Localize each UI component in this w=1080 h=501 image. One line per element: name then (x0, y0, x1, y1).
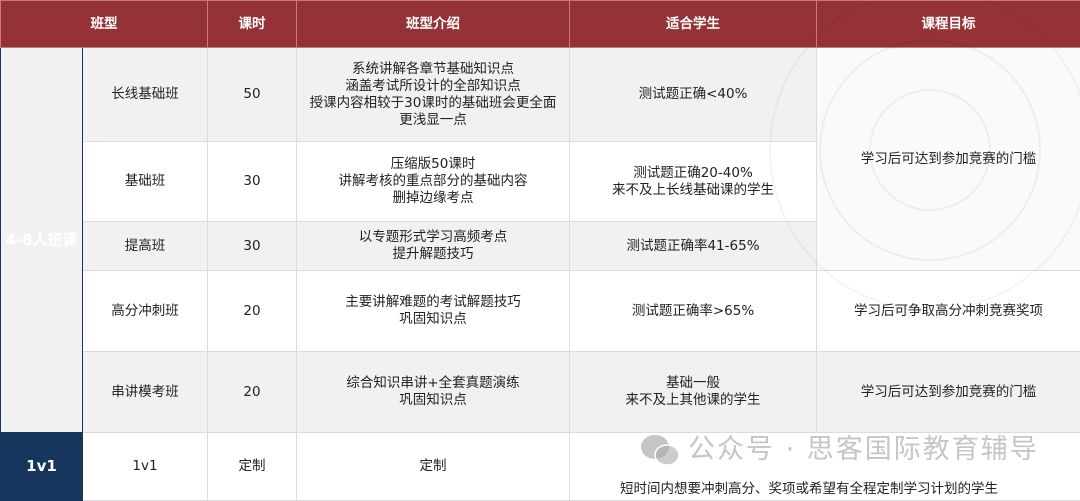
class-goal: 学习后可达到参加竞赛的门槛 (817, 48, 1080, 271)
table-row: 1v1 1v1 定制 定制 短时间内想要冲刺高分、奖项或希望有全程定制学习计划的… (1, 433, 1080, 501)
intro-line: 讲解考核的重点部分的基础内容 (299, 173, 567, 190)
class-intro: 压缩版50课时讲解考核的重点部分的基础内容删掉边缘考点 (297, 142, 570, 222)
intro-line: 巩固知识点 (299, 311, 567, 328)
header-suitable: 适合学生 (570, 1, 817, 48)
table-row: 高分冲刺班 20 主要讲解难题的考试解题技巧巩固知识点 测试题正确率>65% 学… (1, 271, 1080, 352)
intro-line: 授课内容相较于30课时的基础班会更全面 (299, 95, 567, 112)
class-intro: 系统讲解各章节基础知识点涵盖考试所设计的全部知识点授课内容相较于30课时的基础班… (297, 48, 570, 142)
class-name: 高分冲刺班 (83, 271, 208, 352)
class-name: 1v1 (83, 433, 208, 501)
intro-line: 提升解题技巧 (299, 246, 567, 263)
group-one-on-one: 1v1 (1, 433, 83, 501)
class-suitable: 测试题正确<40% (570, 48, 817, 142)
class-suitable: 基础一般来不及上其他课的学生 (570, 352, 817, 433)
intro-line: 压缩版50课时 (299, 156, 567, 173)
class-hours: 20 (208, 352, 297, 433)
intro-line: 综合知识串讲+全套真题演练 (299, 375, 567, 392)
class-intro: 定制 (297, 433, 570, 501)
intro-line: 删掉边缘考点 (299, 190, 567, 207)
intro-line: 巩固知识点 (299, 392, 567, 409)
class-hours: 50 (208, 48, 297, 142)
header-intro: 班型介绍 (297, 1, 570, 48)
header-goal: 课程目标 (817, 1, 1080, 48)
header-row: 班型 课时 班型介绍 适合学生 课程目标 (1, 1, 1080, 48)
intro-line: 定制 (299, 458, 567, 475)
header-hours: 课时 (208, 1, 297, 48)
suitable-line: 基础一般 (572, 375, 814, 392)
class-hours: 定制 (208, 433, 297, 501)
class-intro: 综合知识串讲+全套真题演练巩固知识点 (297, 352, 570, 433)
class-name: 基础班 (83, 142, 208, 222)
class-hours: 20 (208, 271, 297, 352)
intro-line: 以专题形式学习高频考点 (299, 229, 567, 246)
intro-line: 涵盖考试所设计的全部知识点 (299, 78, 567, 95)
suitable-line: 短时间内想要冲刺高分、奖项或希望有全程定制学习计划的学生 (620, 481, 1078, 498)
class-name: 提高班 (83, 222, 208, 271)
class-name: 串讲模考班 (83, 352, 208, 433)
suitable-line: 来不及上长线基础课的学生 (572, 182, 814, 199)
class-goal: 学习后可达到参加竞赛的门槛 (817, 352, 1080, 433)
class-suitable: 测试题正确率41-65% (570, 222, 817, 271)
class-goal: 学习后可争取高分冲刺竞赛奖项 (817, 271, 1080, 352)
class-suitable: 测试题正确率>65% (570, 271, 817, 352)
suitable-line: 来不及上其他课的学生 (572, 392, 814, 409)
group-small-class: 4-8人班课 (1, 48, 83, 433)
suitable-line: 测试题正确率41-65% (572, 238, 814, 255)
intro-line: 系统讲解各章节基础知识点 (299, 61, 567, 78)
suitable-line: 测试题正确20-40% (572, 165, 814, 182)
class-name: 长线基础班 (83, 48, 208, 142)
table-row: 串讲模考班 20 综合知识串讲+全套真题演练巩固知识点 基础一般来不及上其他课的… (1, 352, 1080, 433)
class-hours: 30 (208, 222, 297, 271)
class-intro: 以专题形式学习高频考点提升解题技巧 (297, 222, 570, 271)
class-hours: 30 (208, 142, 297, 222)
table-row: 4-8人班课 长线基础班 50 系统讲解各章节基础知识点涵盖考试所设计的全部知识… (1, 48, 1080, 142)
class-suitable: 短时间内想要冲刺高分、奖项或希望有全程定制学习计划的学生 (570, 433, 1080, 501)
header-class-type: 班型 (1, 1, 208, 48)
intro-line: 主要讲解难题的考试解题技巧 (299, 294, 567, 311)
class-intro: 主要讲解难题的考试解题技巧巩固知识点 (297, 271, 570, 352)
class-suitable: 测试题正确20-40%来不及上长线基础课的学生 (570, 142, 817, 222)
suitable-line: 测试题正确<40% (572, 86, 814, 103)
intro-line: 更浅显一点 (299, 112, 567, 129)
suitable-line: 测试题正确率>65% (572, 303, 814, 320)
